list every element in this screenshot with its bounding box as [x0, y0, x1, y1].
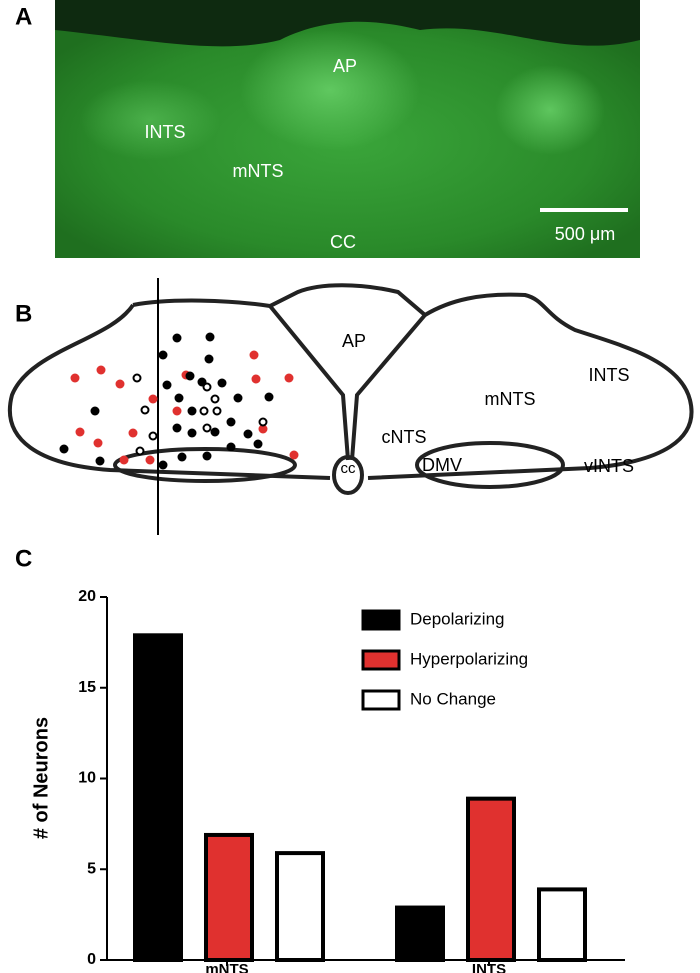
neuron-dot [187, 428, 197, 438]
neuron-dot [172, 406, 182, 416]
neuron-dot [210, 394, 220, 404]
neuron-dot [185, 371, 195, 381]
bar [466, 796, 516, 963]
region-label: cc [341, 460, 357, 477]
annotation: CC [330, 232, 356, 252]
neuron-dot [148, 394, 158, 404]
neuron-dot [145, 455, 155, 465]
neuron-dot [177, 452, 187, 462]
neuron-dot [135, 446, 145, 456]
panel-label: C [15, 545, 32, 572]
y-axis-title: # of Neurons [30, 717, 52, 839]
neuron-dot [212, 406, 222, 416]
neuron-dot [90, 406, 100, 416]
neuron-dot [210, 427, 220, 437]
neuron-dot [158, 350, 168, 360]
neuron-dot [96, 365, 106, 375]
neuron-dot [204, 354, 214, 364]
bar [204, 832, 254, 963]
neuron-dot [253, 439, 263, 449]
neuron-dot [258, 417, 268, 427]
y-tick-label: 0 [87, 951, 96, 968]
legend-label: No Change [410, 689, 496, 708]
brainstem-outline [8, 283, 694, 495]
neuron-dot [226, 442, 236, 452]
neuron-dot [158, 460, 168, 470]
region-label: cNTS [382, 427, 427, 447]
neuron-dot [226, 417, 236, 427]
neuron-dot [264, 392, 274, 402]
neuron-dot [202, 382, 212, 392]
region-label: vINTS [584, 456, 634, 476]
neuron-dot [217, 378, 227, 388]
bar [133, 633, 183, 962]
neuron-dot [251, 374, 261, 384]
neuron-dot [258, 424, 268, 434]
neuron-dot [202, 423, 212, 433]
neuron-dot [70, 373, 80, 383]
legend-swatch [361, 609, 401, 631]
x-tick-label: INTS [472, 961, 506, 973]
neuron-dot [172, 423, 182, 433]
panel-label: A [15, 3, 32, 30]
y-tick-label: 20 [78, 588, 96, 605]
region-label: DMV [422, 455, 462, 475]
y-tick-label: 5 [87, 860, 96, 877]
neuron-dot [132, 373, 142, 383]
legend-label: Depolarizing [410, 609, 505, 628]
neuron-dot [202, 451, 212, 461]
annotation: INTS [144, 122, 185, 142]
y-tick-label: 10 [78, 770, 96, 787]
neuron-dot [233, 393, 243, 403]
neuron-dot [115, 379, 125, 389]
neuron-dot [140, 405, 150, 415]
region-label: AP [342, 331, 366, 351]
legend-label: Hyperpolarizing [410, 649, 528, 668]
neuron-dot [243, 429, 253, 439]
neuron-dot [187, 406, 197, 416]
neuron-dot [75, 427, 85, 437]
neuron-dot [119, 455, 129, 465]
bar [275, 851, 325, 962]
region-label: mNTS [485, 389, 536, 409]
neuron-dot [174, 393, 184, 403]
neuron-dot [59, 444, 69, 454]
region-label: INTS [588, 365, 629, 385]
neuron-dot [162, 380, 172, 390]
neuron-dot [93, 438, 103, 448]
neuron-dot [284, 373, 294, 383]
neuron-dot [249, 350, 259, 360]
neuron-dot [148, 431, 158, 441]
neuron-dot [172, 333, 182, 343]
x-tick-label: mNTS [205, 961, 248, 973]
bar-chart: 0 5 10 15 20 mNTS INTS Depolarizing Hyperpolariz… [78, 588, 625, 973]
neuron-dot [289, 450, 299, 460]
panel-label: B [15, 300, 32, 327]
neuron-dot [95, 456, 105, 466]
annotation: mNTS [233, 161, 284, 181]
neuron-dot [128, 428, 138, 438]
micrograph [55, 0, 640, 258]
neuron-dot [205, 332, 215, 342]
neuron-dot [199, 406, 209, 416]
annotation: AP [333, 56, 357, 76]
scale-label: 500 μm [555, 224, 615, 244]
legend-swatch [361, 689, 401, 711]
neuron-dots [59, 332, 299, 470]
bar [537, 887, 587, 963]
y-tick-label: 15 [78, 679, 96, 696]
legend-swatch [361, 649, 401, 671]
bar [395, 905, 445, 962]
